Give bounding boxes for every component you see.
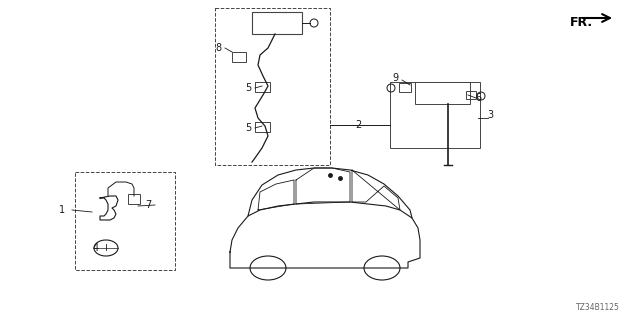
Text: 2: 2 <box>355 120 361 130</box>
Text: 5: 5 <box>245 123 251 133</box>
Bar <box>415 82 470 104</box>
Text: 1: 1 <box>59 205 65 215</box>
Text: FR.: FR. <box>570 15 593 28</box>
Bar <box>255 122 270 132</box>
Bar <box>255 82 270 92</box>
Text: 6: 6 <box>475 93 481 103</box>
Text: 3: 3 <box>487 110 493 120</box>
Bar <box>466 91 476 99</box>
Text: TZ34B1125: TZ34B1125 <box>576 303 620 312</box>
Text: 7: 7 <box>145 200 151 210</box>
Bar <box>232 52 246 62</box>
Bar <box>252 12 302 34</box>
Text: 8: 8 <box>215 43 221 53</box>
Bar <box>399 83 411 92</box>
Bar <box>215 8 330 165</box>
Text: 9: 9 <box>392 73 398 83</box>
Bar <box>390 82 480 148</box>
Text: 4: 4 <box>93 243 99 253</box>
Text: 5: 5 <box>245 83 251 93</box>
Bar <box>128 194 140 204</box>
Bar <box>75 172 175 270</box>
